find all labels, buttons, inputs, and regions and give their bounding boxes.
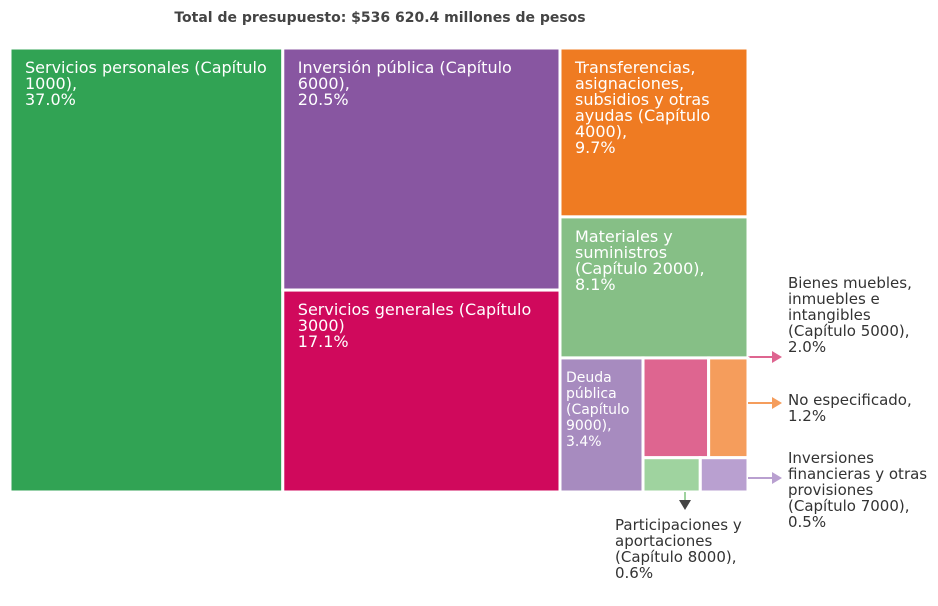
category-label: Materiales y suministros (Capítulo 2000)… [574,226,705,278]
arrow-head [772,472,782,484]
category-label: No especificado, [788,391,912,409]
tile-label: Servicios generales (Capítulo 3000) 17.1% [298,302,552,350]
tile [558,356,645,494]
category-label: Bienes muebles, inmuebles e intangibles … [788,274,912,340]
tile-label: Deuda pública (Capítulo 9000), 3.4% [566,370,635,450]
value-label: 3.4% [565,433,602,450]
tile-label: Participaciones y aportaciones (Capítulo… [615,517,760,581]
arrow-head [772,397,782,409]
value-label: 1.2% [788,407,827,425]
tile [558,46,750,219]
category-label: Servicios generales (Capítulo 3000) [297,300,532,336]
tile [641,456,702,494]
category-label: Inversiones financieras y otras provisio… [788,449,928,515]
value-label: 8.1% [574,274,616,294]
value-label: 0.6% [615,564,654,582]
tile [641,356,711,460]
category-label: Participaciones y aportaciones (Capítulo… [615,516,742,566]
value-label: 2.0% [788,338,827,356]
category-label: Deuda pública (Capítulo 9000), [565,369,630,434]
value-label: 0.5% [788,513,827,531]
value-label: 37.0% [25,90,76,109]
tile-label: Servicios personales (Capítulo 1000), 37.… [25,60,275,108]
value-label: 9.7% [574,138,616,157]
tile [281,288,562,494]
tile-label: Inversión pública (Capítulo 6000), 20.5% [298,60,552,108]
tile-label: Bienes muebles, inmuebles e intangibles … [788,275,933,355]
arrow-head [679,500,691,510]
tile [8,46,285,494]
value-label: 17.1% [297,332,349,352]
tile-label: Transferencias, asignaciones, subsidios … [575,60,740,156]
category-label: Transferencias, asignaciones, subsidios … [574,58,711,141]
tile [281,46,562,292]
arrow-head [772,351,782,363]
tile-label: Inversiones financieras y otras provisio… [788,450,933,530]
tile [707,356,750,460]
chart-title: Total de presupuesto: $536 620.4 millone… [174,10,586,26]
value-label: 20.5% [297,90,349,109]
tile-label: Materiales y suministros (Capítulo 2000)… [574,226,740,294]
category-label: Servicios personales (Capítulo 1000), [25,58,267,93]
category-label: Inversión pública (Capítulo 6000), [297,58,512,93]
tile-label: No especificado, 1.2% [788,392,933,424]
tile [698,456,750,494]
